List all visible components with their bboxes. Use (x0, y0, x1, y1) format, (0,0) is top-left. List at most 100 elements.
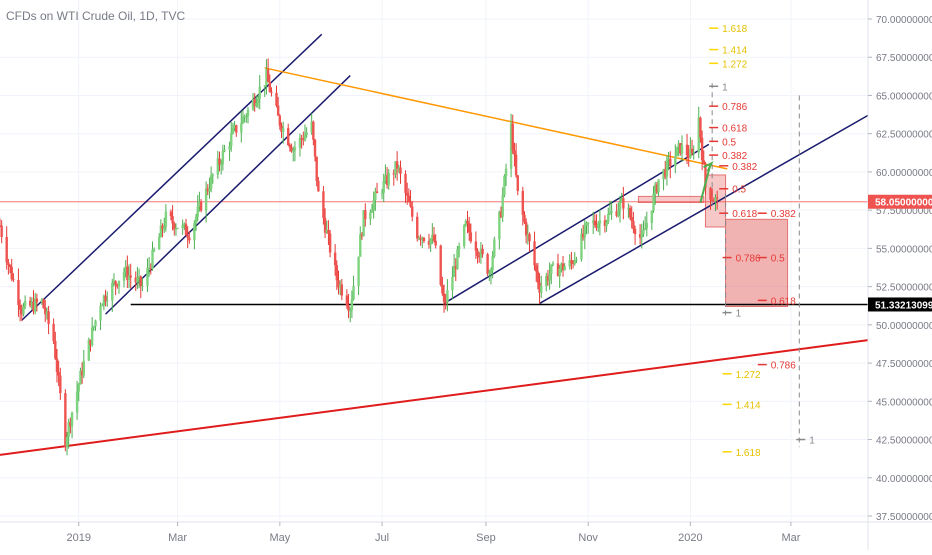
candle-body (94, 320, 97, 327)
candle-body (603, 220, 607, 227)
price-axis[interactable]: 70.00000000 67.50000000 65.00000000 62.5000… (867, 0, 932, 550)
candle-body (652, 193, 655, 211)
candle-body (591, 220, 595, 223)
time-axis[interactable]: 2019 Mar May Jul Sep Nov 2020 Mar (0, 521, 932, 544)
candle-body (662, 169, 665, 180)
candle-body (256, 98, 260, 104)
candle-body (54, 340, 57, 359)
time-tick-label: Mar (168, 532, 187, 544)
candle-body (605, 221, 608, 227)
candle-body (372, 200, 375, 211)
candle-body (535, 265, 538, 272)
candle-body (322, 191, 325, 218)
time-tick-label: Jul (375, 532, 389, 544)
candle-body (55, 358, 59, 373)
fib-label: 1.414 (722, 46, 747, 57)
candle-body (230, 133, 233, 147)
candle-body (80, 370, 84, 376)
candle-body (364, 210, 367, 220)
fib-label: 1.414 (736, 400, 761, 411)
price-tick-label: 70.00000000 (876, 15, 932, 26)
candle-body (28, 300, 32, 306)
lower-channel-a (443, 143, 710, 305)
price-tick-label: 62.50000000 (876, 130, 932, 141)
candle-body (129, 275, 132, 278)
time-tick-label: Mar (781, 532, 800, 544)
candle-body (374, 191, 377, 201)
candle-body (171, 216, 174, 224)
candle-body (439, 245, 442, 285)
candle-body (680, 144, 684, 154)
candle-body (575, 259, 578, 261)
candle-body (204, 188, 208, 211)
candle-body (442, 293, 446, 303)
fib-label: 0.382 (722, 151, 747, 162)
candle-body (422, 237, 426, 242)
candle-body (479, 248, 483, 258)
candle-body (521, 190, 525, 215)
candle-body (338, 284, 342, 288)
candle-body (8, 265, 12, 268)
candle-body (349, 310, 352, 312)
candle-body (350, 299, 354, 311)
candle-body (64, 393, 67, 447)
candle-body (47, 311, 50, 324)
candle-body (147, 267, 151, 269)
candle-body (292, 150, 295, 152)
candle-body (359, 234, 362, 257)
candle-body (675, 147, 679, 156)
candle-body (45, 311, 49, 315)
candle-body (704, 163, 707, 188)
candle-body (288, 145, 292, 148)
fib-label: 0.786 (722, 102, 747, 113)
candle-body (385, 175, 389, 186)
candle-body (690, 148, 694, 153)
candle-body (333, 252, 337, 266)
candle-body (700, 137, 704, 161)
candle-body (325, 230, 328, 233)
fib-label: 1.272 (736, 370, 761, 381)
candle-body (42, 299, 45, 309)
candle-body (357, 256, 360, 286)
candle-body (714, 197, 717, 202)
candle-body (149, 267, 153, 269)
candle-body (674, 155, 677, 167)
candle-body (397, 167, 401, 169)
candle-body (337, 280, 340, 288)
candle-body (697, 117, 700, 153)
candle-body (561, 263, 565, 271)
candle-body (516, 175, 519, 191)
candle-body (216, 158, 220, 175)
candle-body (632, 221, 635, 229)
price-tick-label: 42.50000000 (876, 436, 932, 447)
candle-body (504, 168, 508, 177)
candle-body (622, 198, 625, 209)
current-price-tag (868, 194, 932, 209)
candle-body (597, 223, 600, 229)
candle-body (186, 235, 189, 238)
candle-body (524, 222, 528, 236)
candle-body (583, 225, 587, 238)
candle-body (33, 298, 37, 312)
candle-body (161, 225, 164, 230)
candle-body (501, 195, 504, 217)
candle-body (404, 173, 407, 193)
candle-body (164, 211, 168, 227)
candle-body (491, 256, 494, 271)
candle-body (643, 228, 647, 230)
candle-body (223, 149, 226, 152)
candle-body (246, 109, 250, 117)
candle-body (12, 279, 15, 281)
descending-resistance (264, 67, 728, 170)
price-tick-label: 55.00000000 (876, 244, 932, 255)
candle-body (511, 123, 514, 151)
candles (0, 58, 719, 456)
candle-body (568, 260, 571, 267)
candle-body (310, 121, 313, 133)
fib-levels: 1.6181.4141.27210.7860.6180.50.3820.3820… (709, 24, 815, 459)
candle-body (18, 304, 22, 310)
candle-body (503, 176, 506, 196)
candle-body (69, 422, 72, 427)
